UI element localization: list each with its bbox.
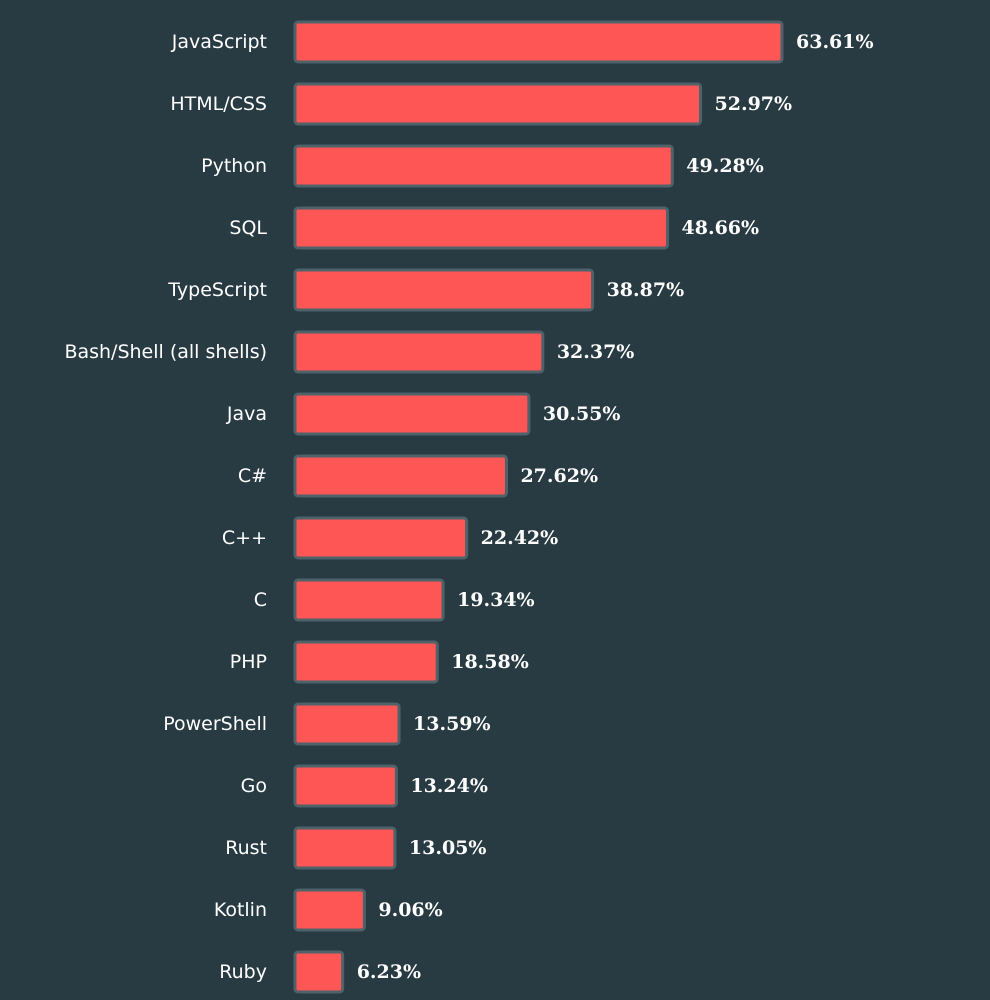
bar <box>293 516 469 560</box>
category-label: Go <box>241 775 267 797</box>
bar-row: PowerShell 13.59% <box>163 702 491 746</box>
category-label: JavaScript <box>171 31 267 53</box>
bar <box>293 20 784 64</box>
value-label: 19.34% <box>457 589 535 611</box>
bar <box>293 392 531 436</box>
bar-row: Bash/Shell (all shells) 32.37% <box>64 330 635 374</box>
value-label: 6.23% <box>357 961 421 983</box>
bar <box>293 702 401 746</box>
value-label: 13.05% <box>409 837 487 859</box>
bar <box>293 578 445 622</box>
category-label: Python <box>201 155 267 177</box>
value-label: 63.61% <box>796 31 874 53</box>
bar-row: Go 13.24% <box>241 764 488 808</box>
bar <box>293 330 545 374</box>
bar <box>293 454 508 498</box>
value-label: 52.97% <box>715 93 793 115</box>
category-label: PHP <box>230 651 267 673</box>
value-label: 13.24% <box>410 775 488 797</box>
category-label: Kotlin <box>214 899 267 921</box>
bar <box>293 826 397 870</box>
bar-row: PHP 18.58% <box>230 640 529 684</box>
bar <box>293 950 345 994</box>
bar <box>293 888 366 932</box>
category-label: C++ <box>222 527 267 549</box>
bar-row: C++ 22.42% <box>222 516 559 560</box>
category-label: HTML/CSS <box>170 93 267 115</box>
category-label: Rust <box>225 837 267 859</box>
category-label: Bash/Shell (all shells) <box>64 341 267 363</box>
bar <box>293 764 398 808</box>
bar-row: Ruby 6.23% <box>219 950 421 994</box>
bar-row: SQL 48.66% <box>229 206 760 250</box>
bar-row: Kotlin 9.06% <box>214 888 443 932</box>
bar <box>293 206 670 250</box>
bar-row: Rust 13.05% <box>225 826 487 870</box>
bar <box>293 268 595 312</box>
value-label: 9.06% <box>378 899 442 921</box>
value-label: 48.66% <box>682 217 760 239</box>
bar-row: JavaScript 63.61% <box>171 20 874 64</box>
category-label: TypeScript <box>167 279 267 301</box>
value-label: 18.58% <box>451 651 529 673</box>
value-label: 30.55% <box>543 403 621 425</box>
value-label: 32.37% <box>557 341 635 363</box>
bar-row: C# 27.62% <box>238 454 598 498</box>
category-label: Java <box>226 403 267 425</box>
bar-row: C 19.34% <box>254 578 535 622</box>
bar-row: Python 49.28% <box>201 144 764 188</box>
category-label: C <box>254 589 267 611</box>
category-label: Ruby <box>219 961 267 983</box>
value-label: 13.59% <box>413 713 491 735</box>
bar-row: HTML/CSS 52.97% <box>170 82 793 126</box>
bar <box>293 144 674 188</box>
bar-row: TypeScript 38.87% <box>167 268 685 312</box>
value-label: 27.62% <box>520 465 598 487</box>
bar <box>293 82 703 126</box>
bar <box>293 640 439 684</box>
category-label: PowerShell <box>163 713 267 735</box>
bar-row: Java 30.55% <box>226 392 621 436</box>
value-label: 38.87% <box>607 279 685 301</box>
category-label: SQL <box>229 217 267 239</box>
category-label: C# <box>238 465 267 487</box>
value-label: 22.42% <box>481 527 559 549</box>
value-label: 49.28% <box>686 155 764 177</box>
